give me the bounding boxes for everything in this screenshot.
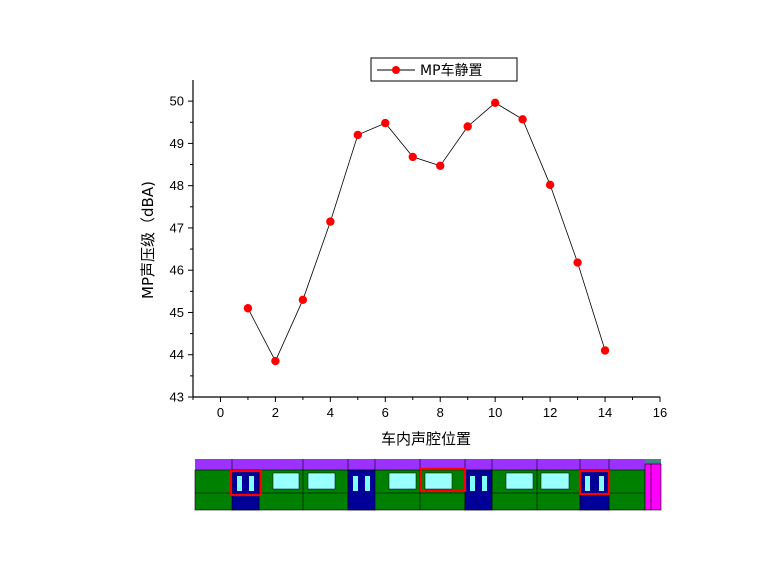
- window: [540, 472, 570, 490]
- window: [424, 472, 453, 490]
- x-ticks: 0 2 4 6 8 10 12 14 16: [192, 397, 667, 420]
- series-line-group: [247, 102, 606, 363]
- door-module: [579, 469, 610, 511]
- y-tick-label: 46: [170, 263, 184, 278]
- window: [505, 472, 534, 490]
- door-glass: [353, 476, 358, 491]
- highlight-box: [578, 469, 611, 496]
- series-points-group: [243, 98, 610, 366]
- y-ticks: 43 44 45 46 47 48 49 50: [170, 94, 193, 405]
- x-tick-label: 4: [327, 405, 334, 420]
- door-glass: [482, 476, 487, 491]
- window: [272, 472, 300, 490]
- door-glass: [365, 476, 370, 491]
- y-tick-label: 45: [170, 305, 184, 320]
- x-tick-label: 6: [382, 405, 389, 420]
- x-axis-title: 车内声腔位置: [381, 430, 471, 448]
- highlight-box: [419, 467, 467, 493]
- data-point: [436, 161, 445, 171]
- data-point: [353, 130, 363, 140]
- legend-box: [370, 57, 518, 82]
- data-point: [463, 122, 472, 131]
- x-tick-label: 0: [217, 405, 224, 420]
- data-point: [408, 152, 417, 162]
- data-point: [573, 258, 582, 267]
- train-roof-corner: [645, 459, 661, 464]
- door-module: [464, 469, 493, 511]
- data-point: [518, 115, 527, 124]
- x-tick-label: 12: [543, 405, 557, 420]
- x-tick-label: 8: [437, 405, 444, 420]
- legend-label: MP车静置: [420, 62, 483, 79]
- window: [307, 472, 336, 490]
- x-tick-label: 2: [272, 405, 279, 420]
- data-point: [298, 295, 308, 304]
- y-tick-label: 47: [170, 220, 184, 235]
- window: [388, 472, 417, 490]
- plot-frame: [192, 80, 660, 398]
- y-axis-title: MP声压级（dBA): [139, 181, 157, 299]
- door-glass: [249, 476, 254, 491]
- x-tick-label: 16: [653, 405, 667, 420]
- y-tick-label: 43: [170, 390, 184, 405]
- data-point: [271, 356, 280, 366]
- data-point: [600, 346, 610, 355]
- door-glass: [470, 476, 475, 491]
- y-tick-label: 44: [170, 347, 184, 362]
- y-tick-label: 48: [170, 178, 184, 193]
- train-car-diagram: [194, 459, 662, 511]
- highlight-box: [229, 469, 263, 497]
- data-point: [243, 304, 253, 313]
- train-end-cap: [644, 463, 662, 511]
- data-point: [381, 118, 390, 128]
- door-glass: [237, 476, 242, 491]
- door-module: [347, 469, 376, 511]
- x-tick-label: 14: [598, 405, 612, 420]
- legend-marker: [392, 66, 400, 74]
- x-tick-label: 10: [488, 405, 502, 420]
- y-tick-label: 49: [170, 136, 184, 151]
- data-point: [490, 98, 500, 108]
- train-parts: [229, 459, 611, 511]
- door-glass: [585, 476, 590, 491]
- legend: MP车静置: [370, 57, 518, 82]
- door-glass: [599, 476, 604, 491]
- door-module: [231, 469, 260, 511]
- data-point: [326, 217, 335, 226]
- data-point: [545, 180, 555, 190]
- y-tick-label: 50: [170, 94, 184, 109]
- series-line: [247, 102, 606, 363]
